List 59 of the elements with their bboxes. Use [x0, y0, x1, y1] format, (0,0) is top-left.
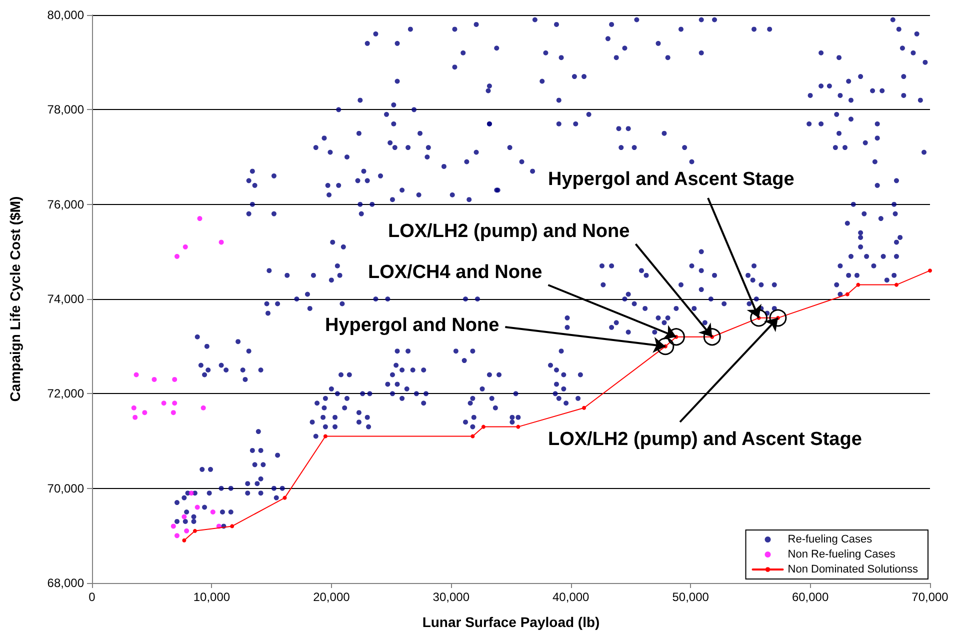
- point: [142, 410, 148, 416]
- point: [182, 538, 186, 542]
- point: [172, 376, 178, 382]
- point: [182, 514, 187, 520]
- y-tick-label: 70,000: [47, 481, 84, 496]
- y-tick-label: 78,000: [47, 102, 84, 117]
- point: [481, 424, 486, 429]
- point: [188, 490, 194, 496]
- point: [174, 254, 180, 259]
- point: [856, 282, 860, 287]
- annotation: LOX/LH2 (pump) and Ascent Stage: [548, 429, 862, 450]
- y-tick-label: 76,000: [47, 197, 84, 212]
- point: [170, 410, 176, 416]
- point: [582, 406, 586, 410]
- point: [132, 414, 138, 420]
- point: [170, 524, 176, 529]
- point: [894, 282, 898, 287]
- x-tick-label: 70,000: [912, 590, 949, 604]
- point: [134, 372, 139, 378]
- annotation: LOX/CH4 and None: [368, 262, 542, 283]
- point: [200, 405, 206, 410]
- point: [182, 244, 188, 250]
- x-tick-label: 0: [88, 590, 96, 604]
- legend-label: Non Re-fueling Cases: [788, 548, 896, 560]
- annotation: Hypergol and None: [325, 315, 500, 336]
- point: [152, 376, 157, 382]
- point: [323, 434, 328, 438]
- point: [184, 528, 190, 534]
- annotation: LOX/LH2 (pump) and None: [388, 221, 630, 242]
- point: [218, 240, 224, 245]
- point: [197, 216, 202, 222]
- y-tick-label: 72,000: [47, 386, 84, 401]
- point: [161, 400, 166, 406]
- y-axis-title: Campaign Life Cycle Cost ($M): [7, 196, 23, 402]
- x-axis-title: Lunar Surface Payload (lb): [422, 614, 600, 630]
- point: [174, 533, 180, 538]
- legend-label: Re-fueling Cases: [788, 534, 873, 546]
- legend-label: Non Dominated Solutionss: [788, 564, 918, 576]
- x-tick-label: 10,000: [193, 590, 230, 604]
- y-tick-label: 74,000: [47, 292, 84, 306]
- point: [470, 434, 475, 438]
- point: [131, 405, 136, 410]
- annotation: Hypergol and Ascent Stage: [548, 169, 794, 190]
- point: [282, 496, 287, 500]
- x-tick-label: 50,000: [672, 590, 710, 604]
- point: [845, 292, 850, 296]
- point: [194, 504, 200, 510]
- point: [928, 268, 932, 273]
- y-tick-label: 68,000: [47, 576, 84, 590]
- x-tick-label: 60,000: [792, 590, 829, 604]
- point: [192, 528, 197, 533]
- y-tick-label: 80,000: [47, 8, 84, 22]
- x-tick-label: 20,000: [313, 590, 350, 604]
- x-tick-label: 40,000: [552, 590, 590, 604]
- point: [230, 524, 234, 528]
- point: [210, 510, 216, 514]
- point: [172, 400, 178, 406]
- point: [516, 424, 520, 429]
- x-tick-label: 30,000: [432, 590, 470, 604]
